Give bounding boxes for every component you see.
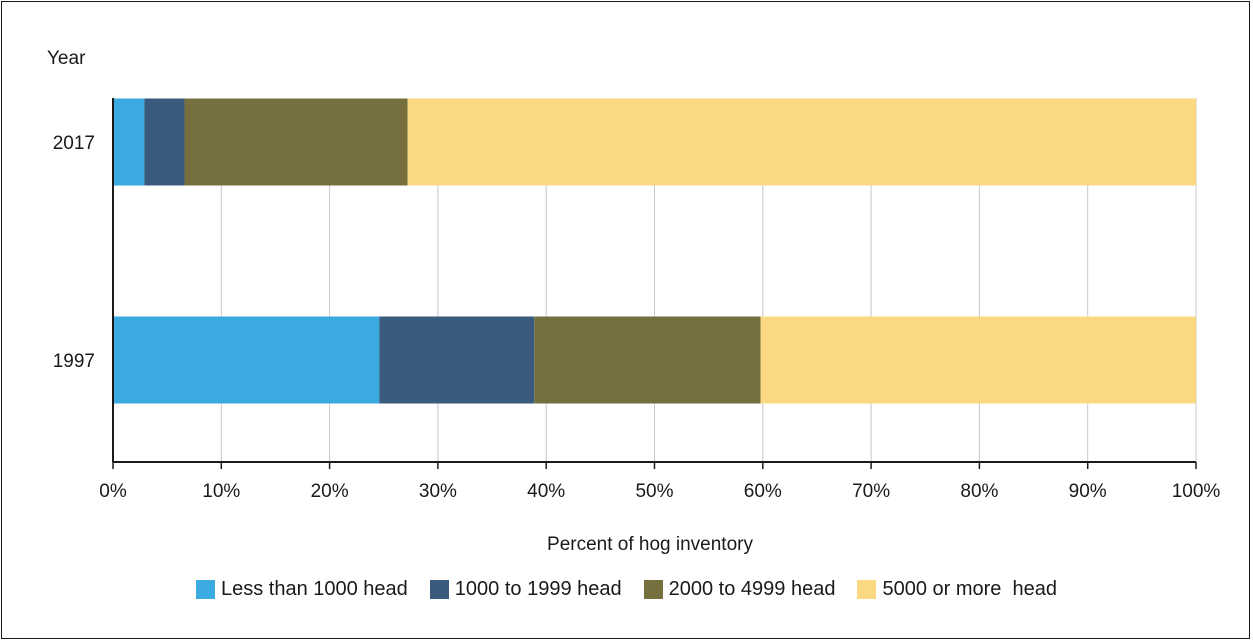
legend-item: 1000 to 1999 head: [429, 578, 622, 601]
legend-label: 2000 to 4999 head: [668, 578, 836, 600]
legend-label: 5000 or more head: [882, 578, 1058, 600]
x-tick-label: 70%: [852, 481, 890, 502]
bar-segment: [144, 98, 185, 186]
legend-item: Less than 1000 head: [195, 578, 408, 601]
legend-swatch: [643, 580, 663, 599]
x-tick-label: 30%: [419, 481, 457, 502]
x-tick-label: 0%: [99, 481, 127, 502]
bar-segment: [379, 316, 535, 404]
bar-segment: [534, 316, 761, 404]
legend-swatch: [857, 580, 877, 599]
x-tick-label: 10%: [202, 481, 240, 502]
bar-segment: [113, 316, 380, 404]
bar-segment: [113, 98, 145, 186]
x-tick-label: 100%: [1172, 481, 1221, 502]
bars: [113, 98, 1196, 404]
bar-segment: [760, 316, 1196, 404]
legend-swatch: [195, 580, 215, 599]
axes: 0% 10% 20% 30% 40% 50% 60% 70% 80% 90% 100% 2017 199…: [53, 98, 1221, 502]
legend-label: 1000 to 1999 head: [454, 578, 622, 600]
x-axis-title: Percent of hog inventory: [547, 534, 753, 555]
legend-swatch: [429, 580, 449, 599]
legend-item: 5000 or more head: [857, 578, 1057, 601]
x-tick-label: 90%: [1069, 481, 1107, 502]
y-category-label: 1997: [53, 351, 95, 372]
y-axis-title: Year: [47, 48, 86, 69]
x-tick-label: 50%: [635, 481, 673, 502]
x-tick-label: 40%: [527, 481, 565, 502]
chart-legend: Less than 1000 head 1000 to 1999 head 2000…: [0, 578, 1253, 601]
x-tick-label: 20%: [311, 481, 349, 502]
x-tick-label: 60%: [744, 481, 782, 502]
legend-label: Less than 1000 head: [220, 578, 408, 600]
bar-segment: [184, 98, 408, 186]
legend-item: 2000 to 4999 head: [643, 578, 836, 601]
y-category-label: 2017: [53, 133, 95, 154]
bar-segment: [407, 98, 1196, 186]
x-tick-label: 80%: [960, 481, 998, 502]
